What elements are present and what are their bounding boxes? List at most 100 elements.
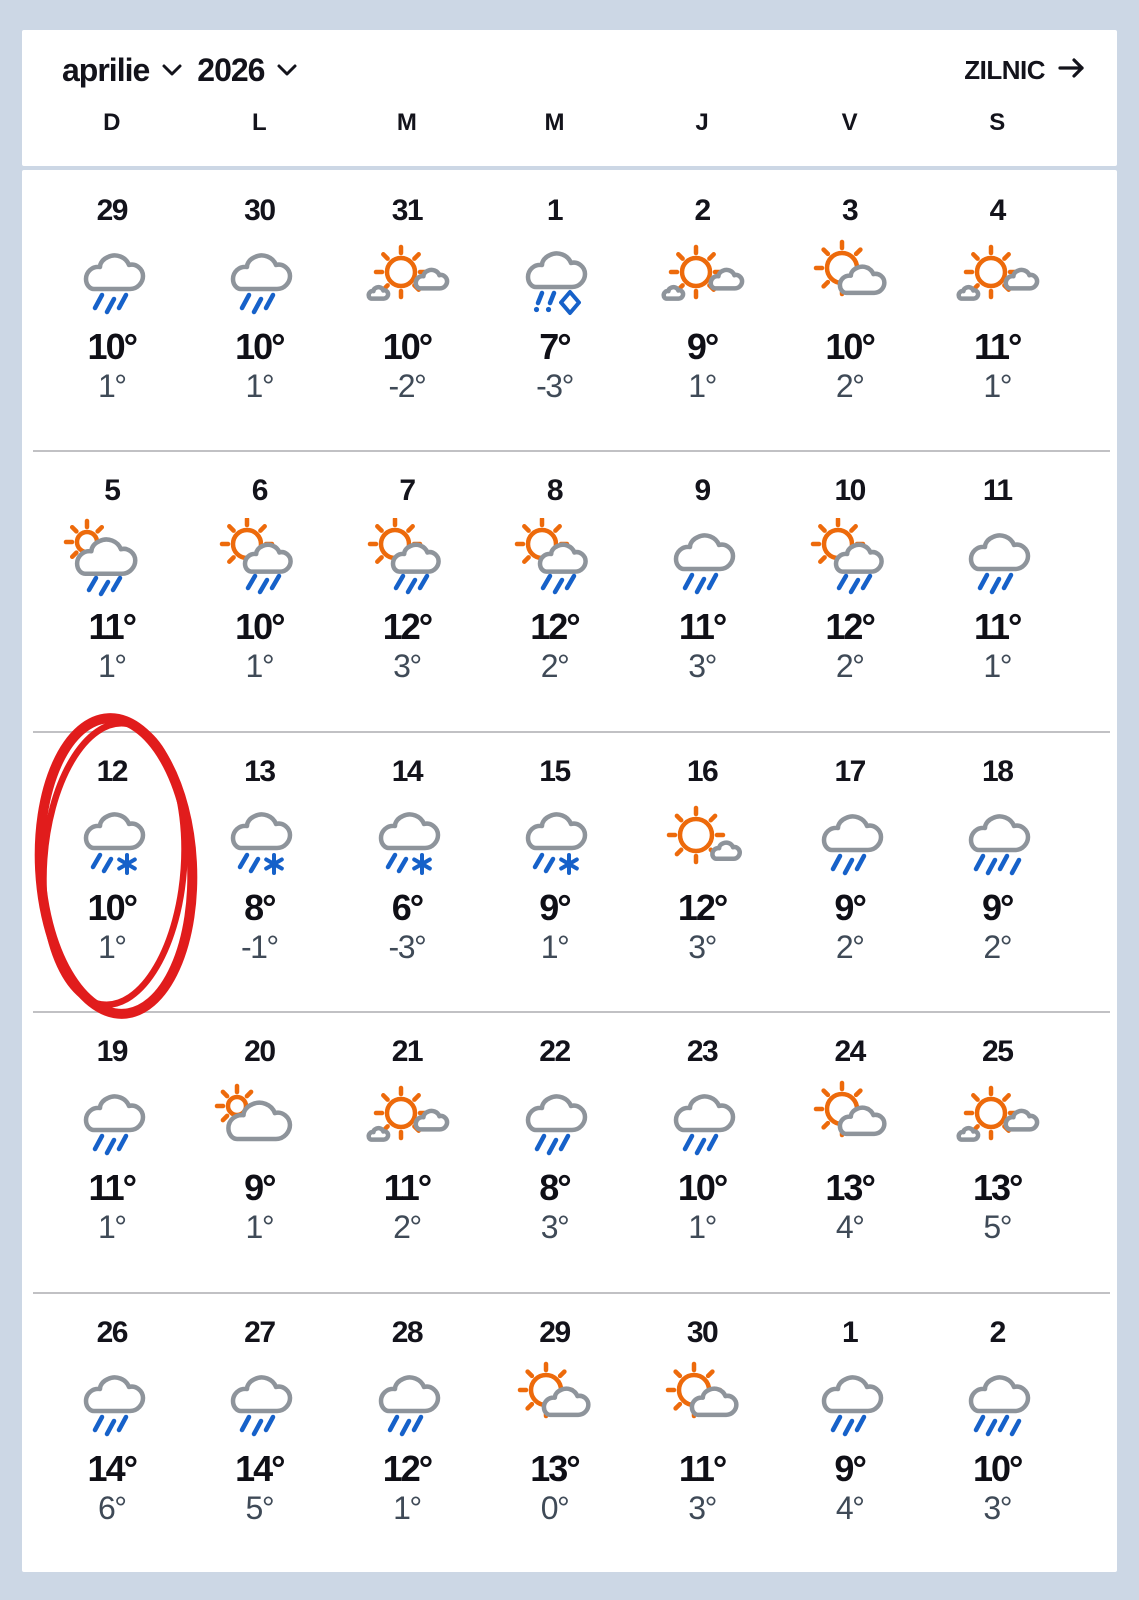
day-cell-16[interactable]: 16 12° 3° — [628, 731, 776, 1011]
day-cell-30[interactable]: 30 10° 1° — [186, 170, 334, 450]
day-number: 14 — [391, 754, 424, 788]
weather-icon-rain — [355, 1360, 459, 1444]
high-temp: 9° — [539, 886, 571, 928]
weather-icon-heavy-rain — [945, 1360, 1049, 1444]
month-label: aprilie — [62, 52, 150, 88]
day-cell-24[interactable]: 24 13° 4° — [776, 1011, 924, 1291]
high-temp: 7° — [539, 326, 571, 367]
day-cell-22[interactable]: 22 8° 3° — [481, 1011, 629, 1291]
day-cell-27[interactable]: 27 14° 5° — [186, 1292, 334, 1572]
weather-icon-sun-small-cloud — [650, 799, 754, 883]
weather-icon-rain — [60, 238, 164, 322]
high-temp: 10° — [972, 1447, 1023, 1489]
low-temp: 1° — [393, 1489, 422, 1526]
low-temp: 2° — [835, 928, 865, 965]
day-cell-21[interactable]: 21 11° 2° — [333, 1011, 481, 1291]
day-number: 30 — [244, 194, 276, 227]
high-temp: 12° — [382, 1447, 433, 1489]
low-temp: 2° — [540, 648, 570, 685]
day-cell-23[interactable]: 23 10° 1° — [628, 1011, 776, 1291]
weather-icon-rain — [945, 518, 1049, 602]
high-temp: 11° — [973, 326, 1022, 367]
week-row: 19 11° 1° 20 9° 1° 21 11° 2° 22 8° 3° 23 10° 1° 24 13° 4°… — [22, 1011, 1117, 1291]
year-selector[interactable]: 2026 — [197, 52, 298, 89]
day-cell-18[interactable]: 18 9° 2° — [923, 731, 1071, 1011]
low-temp: 3° — [688, 648, 717, 685]
day-cell-29[interactable]: 29 10° 1° — [38, 170, 186, 450]
day-cell-31[interactable]: 31 10° -2° — [333, 170, 481, 450]
high-temp: 8° — [244, 886, 276, 928]
low-temp: 1° — [245, 368, 275, 404]
daily-view-link[interactable]: ZILNIC — [964, 55, 1087, 86]
day-cell-6[interactable]: 6 10° 1° — [186, 450, 334, 730]
day-cell-26[interactable]: 26 14° 6° — [38, 1292, 186, 1572]
day-cell-1[interactable]: 1 7° -3° — [481, 170, 629, 450]
high-temp: 14° — [235, 1447, 285, 1489]
day-cell-2[interactable]: 2 9° 1° — [628, 170, 776, 450]
day-cell-28[interactable]: 28 12° 1° — [333, 1292, 481, 1572]
chevron-down-icon — [161, 63, 183, 82]
day-cell-14[interactable]: 14 6° -3° — [333, 731, 481, 1011]
day-cell-9[interactable]: 9 11° 3° — [628, 450, 776, 730]
high-temp: 12° — [530, 606, 580, 648]
day-cell-5[interactable]: 5 11° 1° — [38, 450, 186, 730]
day-cell-20[interactable]: 20 9° 1° — [186, 1011, 334, 1291]
weekday-header: J — [695, 109, 709, 136]
weather-icon-rain — [207, 1360, 311, 1444]
day-cell-10[interactable]: 10 12° 2° — [776, 450, 924, 730]
high-temp: 12° — [825, 606, 875, 648]
day-number: 13 — [244, 754, 276, 788]
day-cell-17[interactable]: 17 9° 2° — [776, 731, 924, 1011]
day-number: 2 — [989, 1315, 1007, 1349]
day-cell-2[interactable]: 2 10° 3° — [923, 1292, 1071, 1572]
weather-icon-sun-cloud — [798, 238, 902, 322]
low-temp: 2° — [393, 1209, 422, 1246]
low-temp: 2° — [835, 368, 865, 404]
day-cell-1[interactable]: 1 9° 4° — [776, 1292, 924, 1572]
high-temp: 9° — [981, 886, 1014, 928]
weather-icon-sun-cloud-rain — [502, 517, 606, 602]
daily-view-label: ZILNIC — [964, 55, 1045, 85]
weather-icon-sun-cloud — [650, 1360, 754, 1444]
high-temp: 10° — [382, 326, 433, 367]
low-temp: 0° — [540, 1489, 570, 1526]
day-number: 12 — [96, 754, 129, 788]
day-cell-3[interactable]: 3 10° 2° — [776, 170, 924, 450]
weather-icon-rain — [650, 1079, 754, 1163]
high-temp: 10° — [235, 326, 285, 367]
month-selector[interactable]: aprilie — [62, 52, 183, 89]
day-number: 1 — [842, 1315, 859, 1349]
weather-icon-rain — [60, 1079, 164, 1163]
high-temp: 12° — [677, 886, 728, 928]
day-cell-13[interactable]: 13 8° -1° — [186, 731, 334, 1011]
weather-icon-sun-cloud-rain — [207, 517, 311, 602]
low-temp: 1° — [97, 648, 127, 685]
high-temp: 11° — [678, 606, 727, 648]
weather-icon-sleet — [355, 799, 459, 883]
day-cell-15[interactable]: 15 9° 1° — [481, 731, 629, 1011]
calendar-header: aprilie 2026 ZILNIC D L M M J V S — [22, 30, 1117, 166]
low-temp: 1° — [688, 368, 717, 404]
weather-icon-partly-sunny — [945, 1079, 1049, 1163]
week-row: 12 10° 1° 13 8° -1° 14 6° -3° 15 9° 1° 16 12° 3° 17… — [22, 730, 1117, 1011]
day-number: 24 — [834, 1035, 866, 1069]
day-number: 15 — [539, 754, 571, 788]
low-temp: 3° — [983, 1489, 1012, 1526]
high-temp: 10° — [825, 326, 875, 367]
day-number: 3 — [842, 194, 859, 227]
day-cell-8[interactable]: 8 12° 2° — [481, 450, 629, 730]
chevron-down-icon — [276, 63, 298, 82]
day-cell-12[interactable]: 12 10° 1° — [38, 731, 186, 1011]
low-temp: 4° — [835, 1489, 865, 1526]
day-number: 30 — [686, 1315, 719, 1349]
day-cell-7[interactable]: 7 12° 3° — [333, 450, 481, 730]
day-cell-29[interactable]: 29 13° 0° — [481, 1292, 629, 1572]
day-cell-30[interactable]: 30 11° 3° — [628, 1292, 776, 1572]
day-cell-19[interactable]: 19 11° 1° — [38, 1011, 186, 1291]
day-cell-25[interactable]: 25 13° 5° — [923, 1011, 1071, 1291]
day-cell-4[interactable]: 4 11° 1° — [923, 170, 1071, 450]
day-number: 29 — [539, 1315, 571, 1349]
high-temp: 14° — [87, 1447, 138, 1489]
day-cell-11[interactable]: 11 11° 1° — [923, 450, 1071, 730]
